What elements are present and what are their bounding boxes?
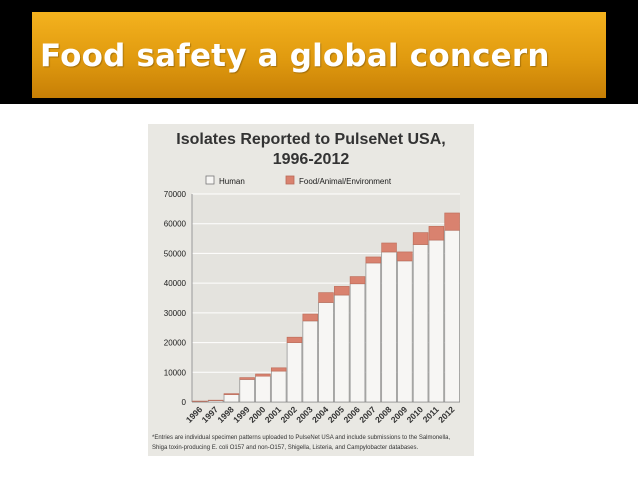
bar-segment-food-animal-environment <box>286 336 303 343</box>
bar-segment-food-animal-environment <box>239 377 255 380</box>
bar-segment-human <box>349 283 366 403</box>
bar-segment-human <box>239 379 255 403</box>
bar-segment-food-animal-environment <box>302 313 318 322</box>
y-tick-label: 40000 <box>164 279 187 288</box>
x-tick-label: 2000 <box>247 404 268 425</box>
chart-footnote: *Entries are individual specimen pattern… <box>152 435 451 441</box>
y-tick-label: 10000 <box>164 368 187 377</box>
x-tick-label: 2007 <box>357 404 378 425</box>
bar-segment-food-animal-environment <box>349 276 366 285</box>
x-tick-label: 2003 <box>294 404 315 425</box>
chart-footnote: Shiga toxin-producing E. coli O157 and n… <box>152 445 418 451</box>
bar-segment-food-animal-environment <box>255 373 271 377</box>
bar-segment-food-animal-environment <box>381 242 397 253</box>
bar-segment-human <box>334 294 350 403</box>
bar-segment-human <box>428 239 445 403</box>
x-tick-label: 2012 <box>436 404 457 425</box>
bar-segment-human <box>270 370 287 403</box>
x-tick-label: 1999 <box>231 404 252 425</box>
bar-segment-food-animal-environment <box>334 286 350 296</box>
x-tick-label: 2001 <box>263 404 284 425</box>
x-tick-label: 2011 <box>421 404 441 424</box>
y-tick-label: 50000 <box>164 249 187 258</box>
bar-segment-food-animal-environment <box>412 232 429 245</box>
x-tick-label: 2008 <box>373 404 394 425</box>
bar-segment-food-animal-environment <box>318 292 334 303</box>
y-tick-label: 70000 <box>164 190 187 199</box>
bar-segment-human <box>223 394 240 403</box>
bar-segment-human <box>412 244 429 403</box>
bar-segment-human <box>444 229 460 403</box>
x-tick-label: 2006 <box>341 404 362 425</box>
x-tick-label: 1997 <box>200 404 221 425</box>
slide-title: Food safety a global concern <box>40 38 550 74</box>
bar-segment-food-animal-environment <box>365 256 382 264</box>
y-tick-label: 60000 <box>164 220 187 229</box>
chart-frame: Isolates Reported to PulseNet USA, 1996-2… <box>148 124 474 456</box>
legend-entry: Human <box>219 177 245 186</box>
legend-swatch <box>205 175 215 185</box>
x-tick-label: 2004 <box>310 404 331 425</box>
x-tick-label: 2010 <box>405 404 426 425</box>
x-tick-label: 1996 <box>184 404 205 425</box>
chart-title: Isolates Reported to PulseNet USA, <box>176 131 445 148</box>
chart-subtitle: 1996-2012 <box>273 151 350 168</box>
chart: Isolates Reported to PulseNet USA, 1996-2… <box>152 131 460 451</box>
title-bar: Food safety a global concern <box>32 12 606 98</box>
bar-segment-food-animal-environment <box>223 393 240 395</box>
x-tick-label: 2005 <box>326 404 347 425</box>
bar-segment-human <box>302 320 318 403</box>
x-tick-label: 2009 <box>389 404 410 425</box>
bar-segment-human <box>255 375 271 403</box>
bar-segment-human <box>286 342 303 403</box>
bar-segment-human <box>365 262 382 403</box>
bar-segment-food-animal-environment <box>397 251 413 262</box>
bar-segment-human <box>318 302 334 403</box>
y-tick-label: 30000 <box>164 309 187 318</box>
bar-segment-food-animal-environment <box>428 226 445 241</box>
bar-segment-food-animal-environment <box>270 367 287 372</box>
x-tick-label: 2002 <box>278 404 299 425</box>
bar-segment-human <box>381 251 397 403</box>
legend-swatch <box>285 175 295 185</box>
legend-entry: Food/Animal/Environment <box>299 177 392 186</box>
y-tick-label: 0 <box>182 398 187 407</box>
bar-segment-food-animal-environment <box>444 212 460 231</box>
y-tick-label: 20000 <box>164 339 187 348</box>
x-tick-label: 1998 <box>215 404 236 425</box>
bar-segment-human <box>397 260 413 403</box>
